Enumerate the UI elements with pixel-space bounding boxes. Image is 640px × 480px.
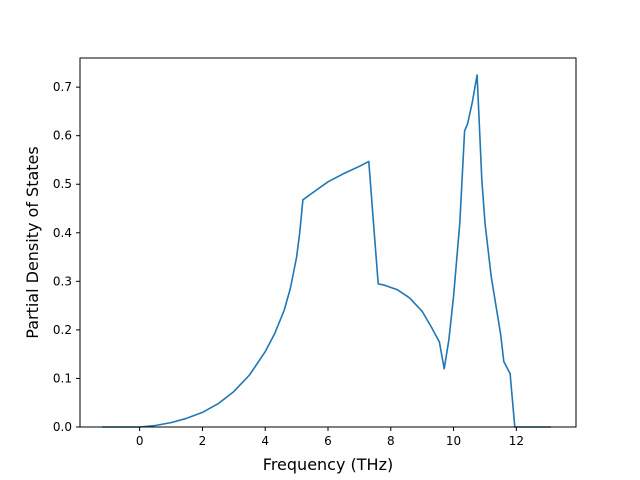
x-axis-label: Frequency (THz) [263, 455, 393, 474]
plot-area [102, 74, 551, 428]
x-tick-label: 2 [199, 434, 207, 448]
y-tick-label: 0.6 [53, 129, 72, 143]
y-tick-label: 0.4 [53, 226, 72, 240]
x-tick-label: 10 [446, 434, 461, 448]
y-tick-label: 0.2 [53, 323, 72, 337]
x-tick-label: 8 [387, 434, 395, 448]
tick-group: 0 2 4 6 8 10 12 0.0 0.1 0.2 0.3 0.4 0.5 0.6 0.7 [53, 80, 524, 448]
y-tick-label: 0.3 [53, 274, 72, 288]
y-axis-label: Partial Density of States [23, 146, 42, 338]
x-tick-label: 0 [136, 434, 144, 448]
x-tick-label: 12 [509, 434, 524, 448]
series-line [102, 74, 551, 428]
x-tick-label: 6 [324, 434, 332, 448]
y-tick-label: 0.0 [53, 420, 72, 434]
y-tick-label: 0.1 [53, 371, 72, 385]
y-tick-label: 0.7 [53, 80, 72, 94]
axes-frame [79, 57, 577, 428]
x-tick-label: 4 [261, 434, 269, 448]
y-tick-label: 0.5 [53, 177, 72, 191]
